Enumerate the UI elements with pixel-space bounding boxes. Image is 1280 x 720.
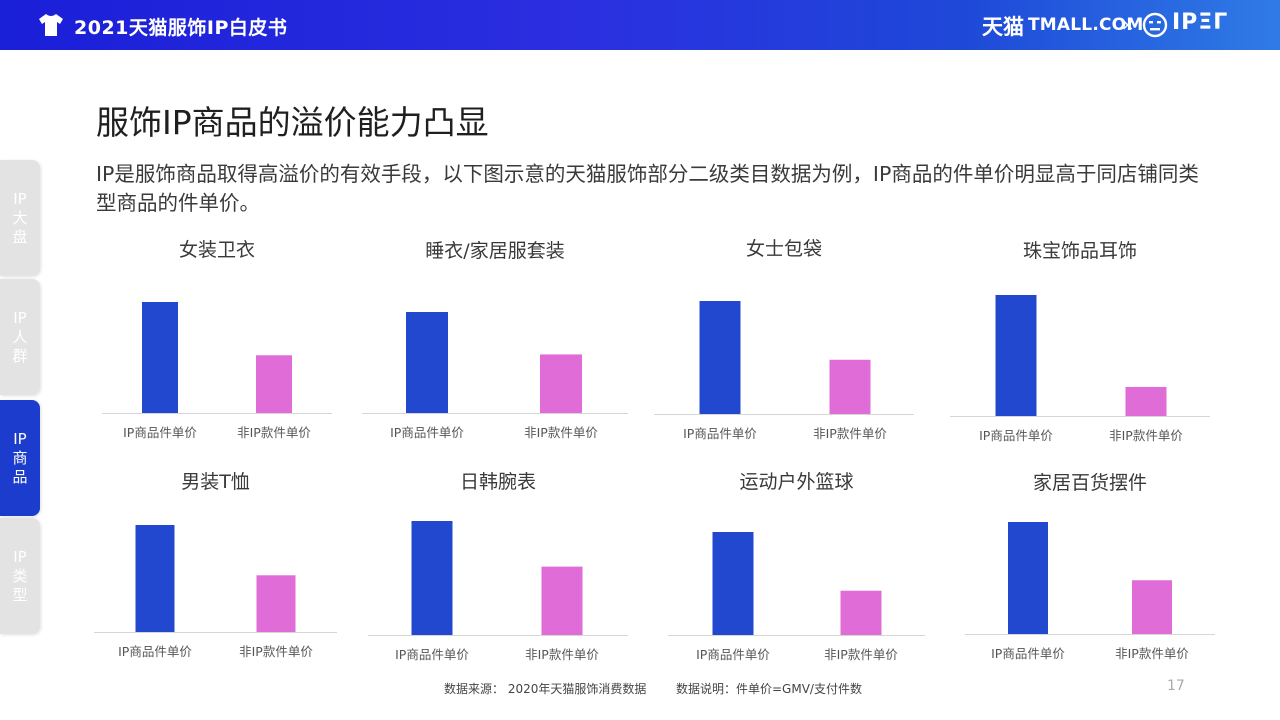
tab-label-char: 型 <box>12 585 28 604</box>
bar-chart-2: 睡衣/家居服套装 IP商品件单价 非IP款件单价 <box>362 240 628 440</box>
bar-non-ip-price <box>541 566 583 635</box>
category-label: IP商品件单价 <box>123 425 197 440</box>
bar-ip-price <box>712 532 754 635</box>
chart-title: 男装T恤 <box>181 471 250 493</box>
bar-chart-5: 男装T恤 IP商品件单价 非IP款件单价 <box>94 471 337 659</box>
tab-ip-types[interactable]: IP 类 型 <box>0 518 40 634</box>
category-label: IP商品件单价 <box>118 644 192 659</box>
chart-title: 睡衣/家居服套装 <box>425 240 564 262</box>
category-label: 非IP款件单价 <box>1115 646 1189 661</box>
bar-non-ip-price <box>256 575 296 632</box>
bar-non-ip-price <box>829 359 871 414</box>
tab-ip-overview[interactable]: IP 大 盘 <box>0 160 40 276</box>
tab-label-char: 类 <box>12 566 28 585</box>
data-note: 数据说明：件单价=GMV/支付件数 <box>676 682 862 696</box>
chart-title: 运动户外篮球 <box>739 471 853 493</box>
category-label: 非IP款件单价 <box>525 647 599 662</box>
brand-separator: × <box>1121 15 1135 34</box>
tab-label-char: 人 <box>12 327 28 346</box>
category-label: 非IP款件单价 <box>237 425 311 440</box>
bar-ip-price <box>995 295 1037 416</box>
page-subtitle: IP是服饰商品取得高溢价的有效手段，以下图示意的天猫服饰部分二级类目数据为例，I… <box>96 162 1199 215</box>
tmall-logo-cn: 天猫 <box>982 15 1024 39</box>
category-label: IP商品件单价 <box>683 426 757 441</box>
bar-chart-4: 珠宝饰品耳饰 IP商品件单价 非IP款件单价 <box>950 240 1210 443</box>
bar-non-ip-price <box>1125 386 1167 416</box>
bar-chart-6: 日韩腕表 IP商品件单价 非IP款件单价 <box>368 471 628 662</box>
bar-ip-price <box>699 301 741 414</box>
bar-non-ip-price <box>1132 580 1172 634</box>
chart-title: 女士包袋 <box>746 238 822 260</box>
tab-label-char: 大 <box>12 208 28 227</box>
bar-ip-price <box>135 525 175 632</box>
bar-non-ip-price <box>840 590 882 635</box>
ip-logo: IPΞΓ <box>1172 10 1229 35</box>
tshirt-icon <box>39 14 63 36</box>
page-title: 服饰IP商品的溢价能力凸显 <box>96 103 489 142</box>
category-label: 非IP款件单价 <box>813 426 887 441</box>
tab-label-char: 品 <box>12 467 28 486</box>
ip-face-icon <box>1142 12 1168 38</box>
report-title: 2021天猫服饰IP白皮书 <box>74 17 288 39</box>
category-label: 非IP款件单价 <box>824 647 898 662</box>
tab-label-prefix: IP <box>13 308 27 327</box>
tab-label-char: 盘 <box>12 227 28 246</box>
tab-ip-audience[interactable]: IP 人 群 <box>0 279 40 395</box>
category-label: IP商品件单价 <box>696 647 770 662</box>
bar-ip-price <box>411 521 453 635</box>
bar-ip-price <box>142 302 178 413</box>
bar-chart-3: 女士包袋 IP商品件单价 非IP款件单价 <box>654 238 914 441</box>
bar-ip-price <box>1008 522 1048 634</box>
tab-label-prefix: IP <box>13 547 27 566</box>
category-label: IP商品件单价 <box>991 646 1065 661</box>
category-label: IP商品件单价 <box>390 425 464 440</box>
bar-chart-8: 家居百货摆件 IP商品件单价 非IP款件单价 <box>965 472 1215 661</box>
tab-ip-products[interactable]: IP 商 品 <box>0 400 40 516</box>
tmall-logo-en: TMALL.COM <box>1028 15 1144 35</box>
tab-label-prefix: IP <box>13 429 27 448</box>
chart-title: 珠宝饰品耳饰 <box>1023 240 1137 262</box>
bar-ip-price <box>406 312 448 413</box>
tab-label-char: 商 <box>12 448 28 467</box>
data-source: 数据来源： 2020年天猫服饰消费数据 <box>444 682 647 696</box>
tab-label-prefix: IP <box>13 189 27 208</box>
bar-non-ip-price <box>540 354 582 413</box>
bar-chart-7: 运动户外篮球 IP商品件单价 非IP款件单价 <box>668 471 925 662</box>
page-number: 17 <box>1167 678 1185 694</box>
category-label: 非IP款件单价 <box>239 644 313 659</box>
category-label: IP商品件单价 <box>979 428 1053 443</box>
chart-title: 日韩腕表 <box>460 471 536 493</box>
tab-label-char: 群 <box>12 346 28 365</box>
bar-non-ip-price <box>256 355 292 413</box>
category-label: 非IP款件单价 <box>1109 428 1183 443</box>
category-label: 非IP款件单价 <box>524 425 598 440</box>
chart-title: 女装卫衣 <box>179 239 255 261</box>
chart-title: 家居百货摆件 <box>1033 472 1147 494</box>
category-label: IP商品件单价 <box>395 647 469 662</box>
bar-chart-1: 女装卫衣 IP商品件单价 非IP款件单价 <box>102 239 332 440</box>
header-bar: 2021天猫服饰IP白皮书 天猫 TMALL.COM × IPΞΓ <box>0 0 1280 50</box>
